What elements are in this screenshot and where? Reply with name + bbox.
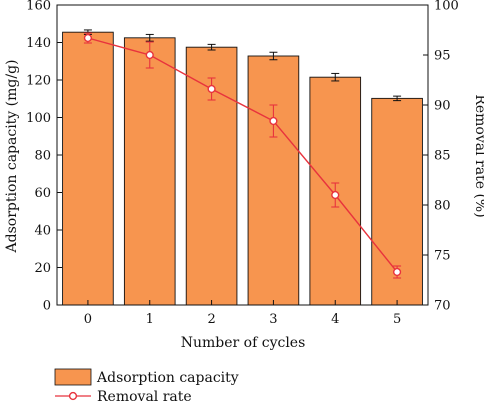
- y-left-tick-label: 20: [34, 261, 51, 276]
- legend-label-adsorption-capacity: Adsorption capacity: [96, 370, 239, 386]
- removal-rate-line: [87, 37, 398, 273]
- x-tick-label: 2: [207, 312, 215, 327]
- x-tick-label: 4: [331, 312, 339, 327]
- x-tick-label: 5: [393, 312, 401, 327]
- y-left-tick-label: 60: [34, 186, 51, 201]
- ticks: 0 20 40 60 80 100 120 140 160 70 75 80 85 90 95 100 0 1 2 3…: [26, 0, 459, 327]
- y-left-tick-label: 160: [26, 0, 51, 14]
- removal-rate-series: [83, 32, 402, 279]
- x-tick-label: 1: [146, 312, 154, 327]
- y-right-tick-label: 75: [434, 249, 451, 264]
- removal-rate-point-cycle-2: [207, 84, 216, 94]
- legend-label-removal-rate: Removal rate: [97, 389, 192, 403]
- removal-rate-point-cycle-5: [392, 267, 402, 277]
- removal-rate-point-cycle-1: [145, 50, 154, 60]
- x-tick-label: 0: [84, 312, 92, 327]
- bar-cycle-3: [247, 55, 300, 306]
- bars-group: [62, 31, 423, 306]
- y-right-tick-label: 95: [434, 49, 451, 64]
- legend-marker-removal-rate: [68, 391, 78, 401]
- y-left-tick-label: 40: [34, 224, 51, 239]
- y-left-tick-label: 140: [26, 36, 51, 51]
- y-axis-right-title: Removal rate (%): [472, 94, 484, 217]
- bar-cycle-1: [123, 37, 176, 306]
- bar-cycle-0: [62, 31, 114, 306]
- x-axis-title: Number of cycles: [181, 335, 306, 351]
- legend: Adsorption capacity Removal rate: [54, 368, 239, 403]
- y-right-tick-label: 80: [434, 199, 451, 214]
- y-right-tick-label: 100: [434, 0, 459, 14]
- y-right-tick-label: 85: [434, 149, 451, 164]
- y-left-tick-label: 80: [34, 149, 51, 164]
- y-left-tick-label: 100: [26, 111, 51, 126]
- removal-rate-point-cycle-0: [83, 33, 93, 43]
- y-left-tick-label: 120: [26, 74, 51, 89]
- x-tick-label: 3: [269, 312, 277, 327]
- y-axis-left-title: Adsorption capacity (mg/g): [4, 60, 20, 254]
- removal-rate-point-cycle-3: [269, 116, 278, 126]
- legend-swatch-adsorption-capacity: [54, 368, 92, 386]
- removal-rate-point-cycle-4: [331, 190, 340, 200]
- y-left-tick-label: 0: [43, 299, 51, 314]
- y-right-tick-label: 70: [434, 299, 451, 314]
- y-right-tick-label: 90: [434, 99, 451, 114]
